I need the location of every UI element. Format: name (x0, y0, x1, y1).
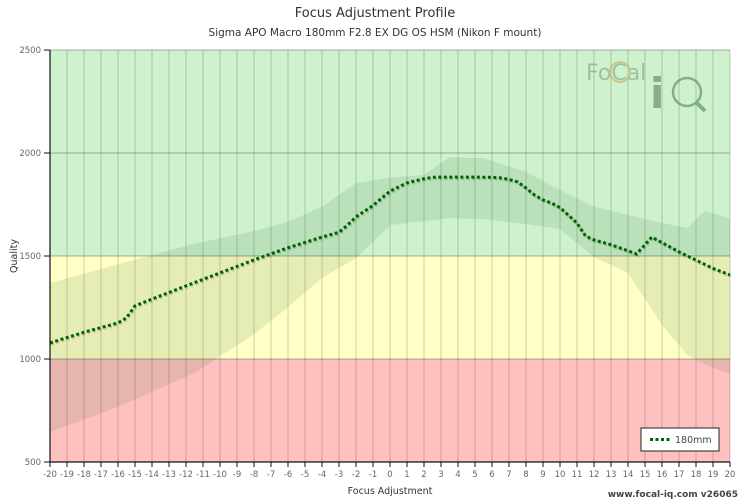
x-tick-label: -1 (369, 470, 377, 480)
x-tick-label: -10 (213, 470, 227, 480)
x-tick-label: 4 (455, 470, 460, 480)
x-tick-label: -14 (145, 470, 159, 480)
x-tick-label: 1 (404, 470, 409, 480)
x-tick-label: -17 (94, 470, 108, 480)
x-tick-label: -18 (77, 470, 91, 480)
series-180mm (49, 175, 732, 346)
x-tick-label: 20 (725, 470, 736, 480)
quality-zones (50, 50, 730, 462)
logo-ring-icon (609, 61, 631, 83)
x-tick-label: -13 (162, 470, 176, 480)
y-tick-label: 1500 (19, 252, 41, 262)
y-tick-label: 1000 (19, 355, 41, 365)
x-tick-label: 11 (572, 470, 583, 480)
x-tick-label: 17 (674, 470, 685, 480)
x-tick-label: -20 (43, 470, 57, 480)
x-tick-label: 2 (421, 470, 426, 480)
x-tick-label: 10 (555, 470, 566, 480)
legend-label-180mm: 180mm (675, 435, 712, 446)
x-tick-label: 9 (540, 470, 545, 480)
x-tick-label: 13 (606, 470, 617, 480)
logo-iq-text: i (650, 69, 664, 118)
confidence-band (50, 157, 730, 432)
grid-lines (50, 49, 731, 462)
x-tick-label: 8 (523, 470, 528, 480)
x-tick-label: -2 (352, 470, 360, 480)
x-tick-label: -7 (267, 470, 275, 480)
x-tick-label: 18 (691, 470, 702, 480)
x-tick-label: -5 (301, 470, 309, 480)
zone-good (50, 50, 730, 256)
zone-fair (50, 256, 730, 359)
x-tick-label: 0 (387, 470, 392, 480)
x-axis-label: Focus Adjustment (348, 486, 433, 497)
x-tick-label: -16 (111, 470, 125, 480)
x-tick-label: -9 (233, 470, 241, 480)
x-tick-label: -6 (284, 470, 292, 480)
magnifier-icon (671, 76, 703, 108)
focal-iq-logo: FoCal i (586, 61, 707, 118)
x-tick-label: 19 (708, 470, 719, 480)
footer-url: www.focal-iq.com v26065 (608, 490, 738, 500)
x-tick-label: 15 (640, 470, 651, 480)
series-line (49, 175, 731, 345)
x-tick-label: 7 (506, 470, 511, 480)
legend-box (640, 427, 720, 452)
chart-title: Focus Adjustment Profile (294, 6, 456, 21)
x-tick-label: 5 (472, 470, 477, 480)
x-tick-label: 6 (489, 470, 494, 480)
chart-subtitle: Sigma APO Macro 180mm F2.8 EX DG OS HSM … (208, 27, 542, 39)
x-tick-label: -12 (179, 470, 193, 480)
y-tick-label: 2000 (19, 149, 41, 159)
x-tick-label: -15 (128, 470, 142, 480)
x-tick-label: -8 (250, 470, 258, 480)
y-tick-label: 500 (25, 458, 41, 468)
x-tick-label: 14 (623, 470, 634, 480)
legend: 180mm (640, 427, 720, 452)
x-tick-label: 3 (438, 470, 443, 480)
x-tick-label: -4 (318, 470, 326, 480)
x-tick-label: -19 (60, 470, 74, 480)
x-tick-label: -3 (335, 470, 343, 480)
x-tick-label: 16 (657, 470, 668, 480)
zone-poor (50, 359, 730, 462)
y-tick-label: 2500 (19, 46, 41, 56)
x-tick-label: -11 (196, 470, 210, 480)
x-tick-label: 12 (589, 470, 600, 480)
y-axis-label: Quality (9, 239, 20, 273)
confidence-band-area (50, 157, 730, 432)
